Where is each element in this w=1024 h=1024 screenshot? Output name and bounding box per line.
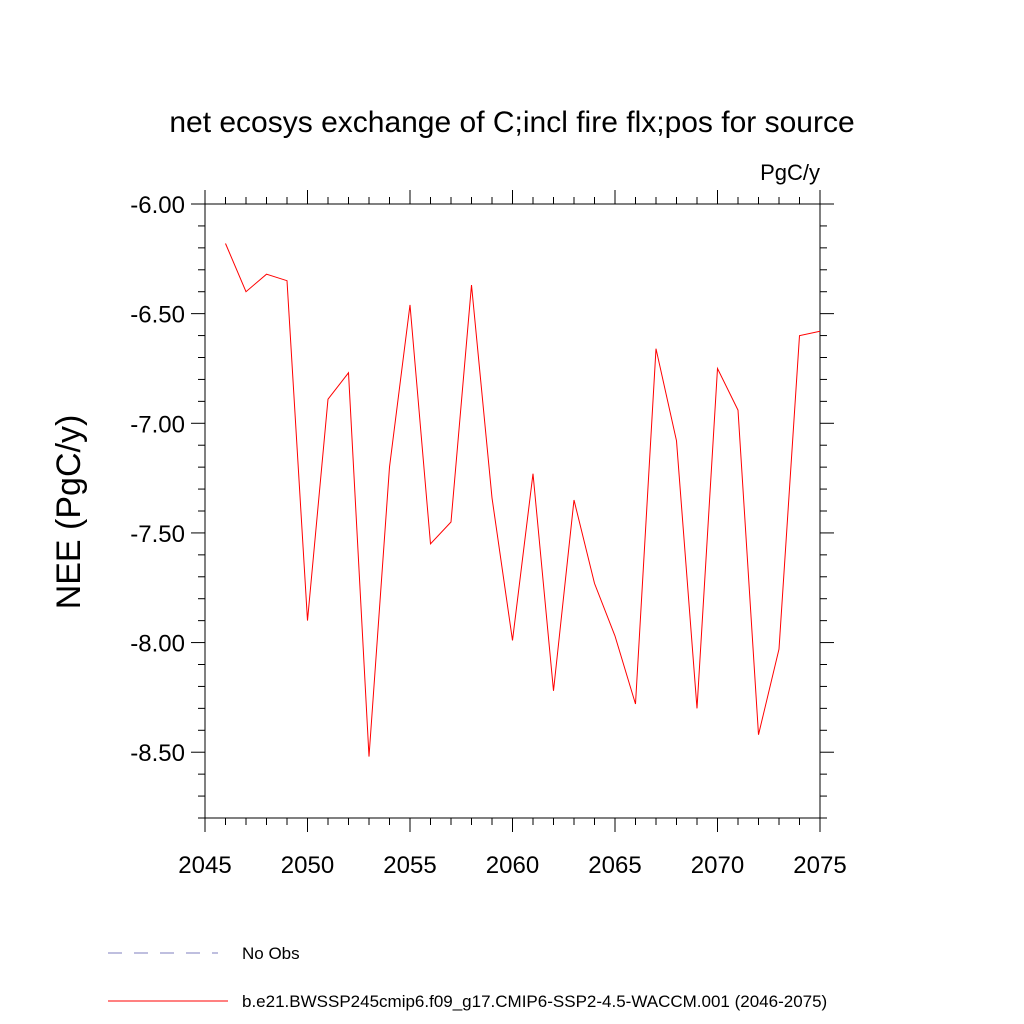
x-tick-label: 2050 [281,852,334,879]
x-tick-label: 2070 [691,852,744,879]
x-tick-label: 2065 [588,852,641,879]
units-label: PgC/y [760,160,820,185]
x-tick-label: 2045 [178,852,231,879]
y-tick-label: -6.00 [130,192,185,219]
minor-ticks [198,197,827,825]
x-tick-labels: 2045 2050 2055 2060 2065 2070 2075 [178,852,846,879]
x-tick-label: 2075 [793,852,846,879]
plot-frame [204,203,821,819]
y-tick-labels: -6.00 -6.50 -7.00 -7.50 -8.00 -8.50 [130,192,185,767]
series-line-model [225,243,821,757]
x-tick-label: 2060 [486,852,539,879]
legend-label-model: b.e21.BWSSP245cmip6.f09_g17.CMIP6-SSP2-4… [242,992,827,1011]
legend-label-no-obs: No Obs [242,944,300,963]
y-axis-label: NEE (PgC/y) [50,415,88,610]
y-tick-label: -7.00 [130,411,185,438]
y-tick-label: -8.00 [130,631,185,658]
series-layer [225,243,821,757]
major-ticks [191,190,834,832]
y-tick-label: -8.50 [130,740,185,767]
chart-title: net ecosys exchange of C;incl fire flx;p… [169,106,854,139]
y-tick-label: -6.50 [130,302,185,329]
x-tick-label: 2055 [383,852,436,879]
legend: No Obs b.e21.BWSSP245cmip6.f09_g17.CMIP6… [108,944,827,1011]
y-tick-label: -7.50 [130,521,185,548]
